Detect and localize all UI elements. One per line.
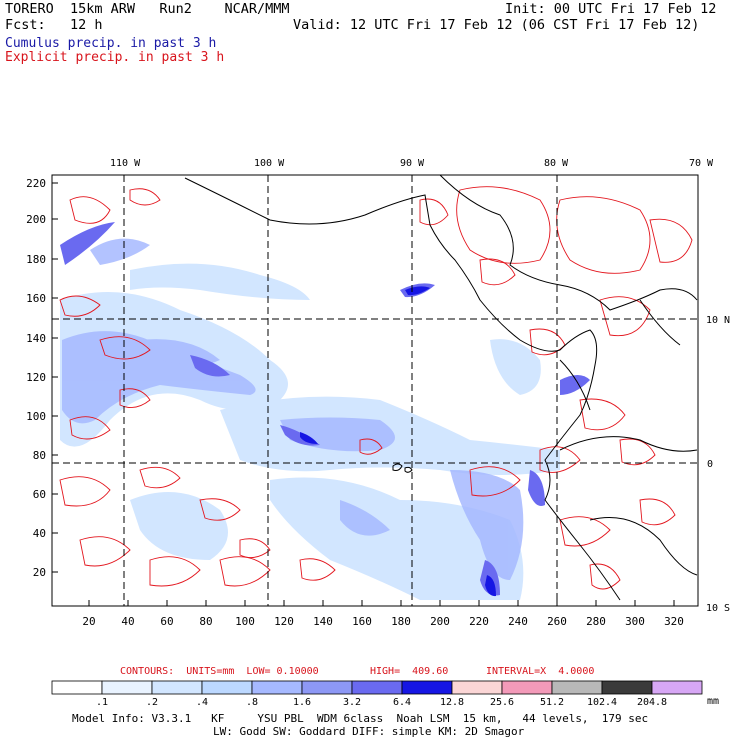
y-tick: 120 [26,371,46,384]
color-bar-label: 51.2 [540,697,564,708]
graticule [52,175,698,606]
x-tick: 120 [274,615,294,628]
color-bar-label: 12.8 [440,697,464,708]
y-tick: 140 [26,332,46,345]
map-frame [51,174,699,607]
model-info: Model Info: V3.3.1 KF YSU PBL WDM 6class… [72,712,649,725]
x-tick: 80 [199,615,212,628]
color-bar-label: .4 [196,697,208,708]
color-bar-swatch [51,680,103,695]
x-tick: 160 [352,615,372,628]
x-tick: 280 [586,615,606,628]
lat-label: 0 [707,459,713,470]
model-physics: LW: Godd SW: Goddard DIFF: simple KM: 2D… [213,725,525,738]
lat-label: 10 N [706,315,730,326]
lon-label: 100 W [254,158,285,169]
model-title: TORERO 15km ARW Run2 NCAR/MMM [5,1,290,17]
color-bar-swatch [351,680,403,695]
lon-label: 70 W [689,158,714,169]
x-tick: 140 [313,615,333,628]
y-tick: 160 [26,292,46,305]
color-bar-label: 3.2 [343,697,361,708]
y-tick-labels: 220 200 180 160 140 120 100 80 60 40 20 [26,177,46,579]
coastlines [184,174,698,601]
x-tick: 240 [508,615,528,628]
field-label-explicit: Explicit precip. in past 3 h [5,50,225,65]
y-tick: 80 [33,449,46,462]
color-bar-swatch [151,680,203,695]
color-bar-swatch [301,680,353,695]
color-bar-label: 25.6 [490,697,514,708]
contour-high: HIGH= 409.60 [370,666,449,677]
color-bar-swatch [501,680,553,695]
x-tick: 300 [625,615,645,628]
color-bar-swatch [251,680,303,695]
y-tick: 40 [33,527,46,540]
x-tick: 220 [469,615,489,628]
color-bar-label: 1.6 [293,697,311,708]
x-tick: 40 [121,615,134,628]
lat-label: 10 S [706,603,730,614]
lat-labels: 10 N 0 10 S [706,315,730,614]
x-tick: 320 [664,615,684,628]
lon-label: 80 W [544,158,569,169]
lon-label: 110 W [110,158,141,169]
x-tick: 20 [82,615,95,628]
contour-interval: INTERVAL=X 4.0000 [486,666,595,677]
y-tick: 220 [26,177,46,190]
color-bar-labels: .1 .2 .4 .8 1.6 3.2 6.4 12.8 25.6 51.2 102.4 204.8 [96,697,667,708]
color-bar-label: .1 [96,697,108,708]
x-tick: 180 [391,615,411,628]
precip-field [59,186,693,600]
color-bar-swatch [551,680,603,695]
forecast-hour: Fcst: 12 h [5,17,103,33]
y-tick: 180 [26,253,46,266]
color-bar-swatch [101,680,153,695]
color-bar-swatch [451,680,503,695]
field-label-cumulus: Cumulus precip. in past 3 h [5,36,217,51]
x-tick: 200 [430,615,450,628]
color-bar-swatch [401,680,453,695]
color-bar-unit: mm [707,696,719,707]
contour-units: CONTOURS: UNITS=mm LOW= 0.10000 [120,666,319,677]
color-bar-label: .2 [146,697,158,708]
color-bar-swatch [201,680,253,695]
valid-time: Valid: 12 UTC Fri 17 Feb 12 (06 CST Fri … [293,17,700,33]
axis-ticks [52,182,675,606]
x-tick: 100 [235,615,255,628]
y-tick: 60 [33,488,46,501]
color-bar-label: 102.4 [587,697,617,708]
color-bar-label: .8 [246,697,258,708]
color-bar-label: 204.8 [637,697,667,708]
y-tick: 200 [26,213,46,226]
x-tick: 60 [160,615,173,628]
color-bar-swatch [601,680,653,695]
y-tick: 100 [26,410,46,423]
x-tick-labels: 20 40 60 80 100 120 140 160 180 200 220 … [82,615,684,628]
color-bar-label: 6.4 [393,697,411,708]
lon-labels: 110 W 100 W 90 W 80 W 70 W [110,158,714,169]
init-time: Init: 00 UTC Fri 17 Feb 12 [505,1,717,17]
lon-label: 90 W [400,158,425,169]
color-bar [51,680,703,695]
y-tick: 20 [33,566,46,579]
x-tick: 260 [547,615,567,628]
color-bar-swatch [651,680,703,695]
